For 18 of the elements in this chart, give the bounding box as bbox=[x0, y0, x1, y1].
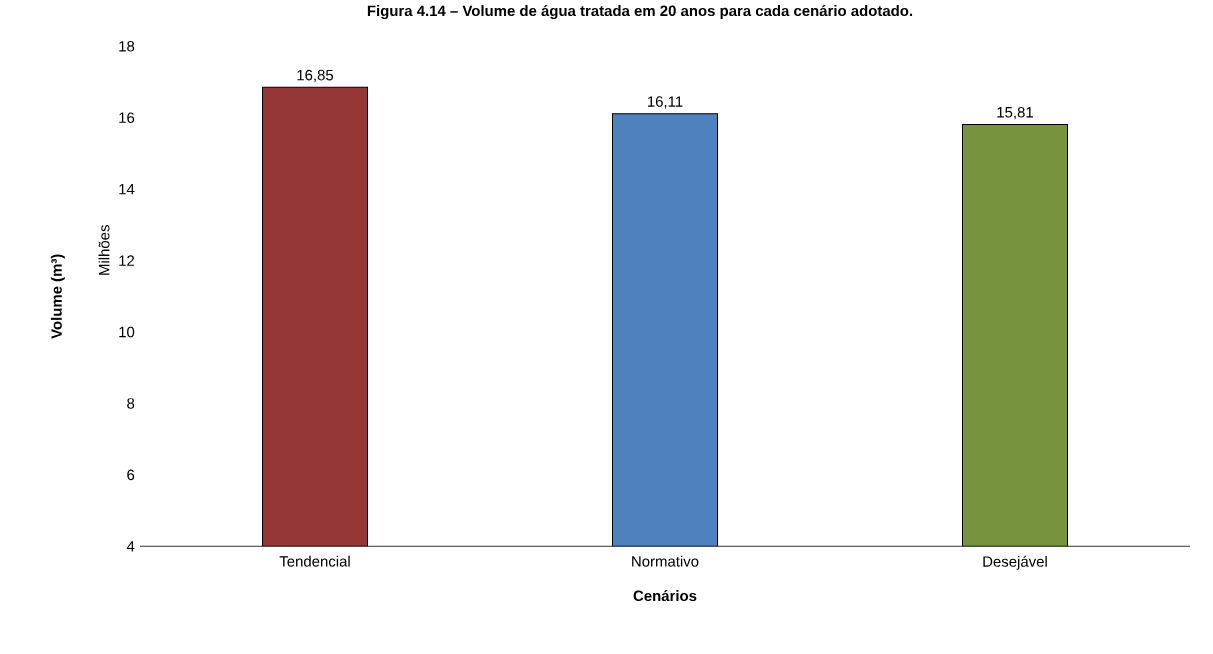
y-tick-label: 6 bbox=[127, 469, 135, 480]
y-axis-title: Volume (m³) bbox=[50, 254, 65, 339]
data-label: 15,81 bbox=[997, 106, 1033, 120]
x-tick-label: Tendencial bbox=[279, 555, 350, 567]
text: Milhões bbox=[98, 224, 110, 275]
y-tick-label: 18 bbox=[119, 40, 135, 52]
x-axis-title: Cenários bbox=[633, 589, 697, 601]
y-tick-label: 16 bbox=[119, 112, 135, 123]
data-label: 16,85 bbox=[297, 69, 334, 83]
y-tick-label: 12 bbox=[119, 255, 135, 266]
data-label: 16,11 bbox=[647, 96, 683, 109]
x-tick-label: Desejável bbox=[983, 555, 1047, 570]
y-tick-label: 4 bbox=[126, 541, 135, 552]
y-tick-label: 10 bbox=[119, 326, 135, 338]
y-tick-label: 14 bbox=[119, 183, 135, 195]
x-tick-label: Normativo bbox=[632, 555, 699, 567]
chart-title: Figura 4.14 – Volume de água tratada em 20 anos para cada cenário adotado. bbox=[367, 4, 913, 19]
y-tick-label: 8 bbox=[127, 397, 135, 409]
